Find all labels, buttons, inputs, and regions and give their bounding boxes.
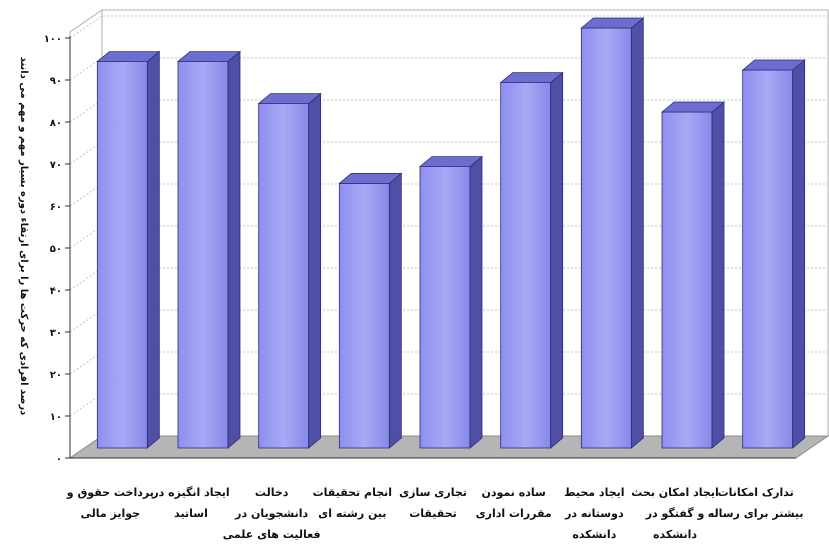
x-tick-label-line: مقررات اداری: [476, 507, 552, 520]
x-tick-label-line: بیشتر برای رساله: [708, 507, 804, 520]
y-tick-label: ۶۰: [50, 202, 62, 213]
bar-top: [176, 51, 242, 62]
gridline: [69, 99, 828, 123]
x-tick-label: تجاری سازی تحقیقات: [399, 486, 467, 520]
bar: [96, 50, 161, 449]
bars: [96, 17, 806, 449]
bar-front: [580, 27, 632, 449]
bar: [418, 155, 484, 449]
bar-side: [227, 50, 241, 449]
bar-top: [338, 172, 403, 184]
x-tick-label-line: دخالت: [255, 486, 289, 499]
bar-side: [308, 92, 322, 449]
x-tick-label-line: بین رشته ای: [318, 507, 386, 520]
bar: [176, 50, 242, 449]
x-tick-label-line: ایجاد امکان بحث: [631, 486, 718, 499]
y-tick-label: ۹۰: [50, 76, 62, 87]
bar: [499, 71, 564, 449]
y-tick-label: ۵۰: [50, 244, 62, 255]
x-tick-label-line: و گفتگو در: [645, 507, 705, 520]
y-tick-label: ۲۰: [50, 370, 62, 381]
x-tick-label-line: دانشجویان در: [234, 507, 308, 520]
x-tick-label-line: ساده نمودن: [481, 486, 545, 499]
bar-side: [711, 101, 725, 449]
bar-front: [258, 103, 310, 449]
y-tick-label: ۱۰: [50, 412, 62, 423]
bar-side: [388, 172, 402, 449]
gridline: [69, 351, 828, 375]
x-tick-label-line: ایجاد محیط: [564, 486, 624, 499]
bar-side: [630, 17, 644, 449]
bar-front: [661, 111, 713, 449]
bar-top: [741, 59, 806, 71]
gridline: [69, 183, 828, 207]
bar-top: [499, 72, 564, 83]
x-tick-label: ساده نمودن مقررات اداری: [476, 486, 552, 520]
x-tick-label-line: دانشکده: [653, 528, 697, 541]
gridline: [69, 57, 828, 81]
y-tick-label: ۱۰۰: [44, 34, 62, 45]
y-tick-label: ۷۰: [50, 160, 62, 171]
x-tick-label-line: تجاری سازی: [399, 486, 467, 499]
gridline: [69, 309, 828, 333]
y-tick-label: ۳۰: [50, 328, 62, 339]
gridline: [69, 393, 828, 417]
x-tick-label-line: تدارک امکانات: [718, 486, 794, 499]
bar: [580, 17, 645, 449]
gridline: [69, 141, 828, 165]
bar-side: [550, 71, 564, 449]
bar-top: [660, 101, 726, 113]
bar-side: [792, 59, 806, 449]
bar-front: [177, 61, 229, 449]
x-tick-label: انجام تحقیقات بین رشته ای: [313, 486, 392, 520]
y-tick-label: ۸۰: [50, 118, 62, 129]
x-tick-label: پرداخت حقوق و جوایز مالی: [66, 486, 154, 520]
bar: [338, 172, 403, 449]
gridline: [69, 15, 828, 39]
gridlines: [69, 15, 828, 417]
x-tick-label-line: انجام تحقیقات: [313, 486, 392, 499]
x-tick-label-line: جوایز مالی: [81, 507, 141, 520]
x-tick-label-line: اساتید: [174, 507, 208, 520]
bar-front: [742, 69, 794, 449]
x-tick-label: ایجاد محیط دوستانه در دانشکده: [564, 486, 624, 541]
x-tick-label: دخالت دانشجویان در فعالیت های علمی: [223, 486, 321, 541]
y-tick-label: ۰: [56, 454, 62, 465]
x-tick-label-line: پرداخت حقوق و: [66, 486, 154, 499]
gridline: [69, 225, 828, 249]
bar-top: [418, 156, 484, 168]
bar-top: [96, 51, 161, 62]
bar-front: [338, 182, 390, 449]
y-tick-label: ۴۰: [50, 286, 62, 297]
bar-front: [96, 61, 148, 449]
x-tick-label-line: دانشکده: [572, 528, 616, 541]
category-labels: پرداخت حقوق و جوایز مالی ایجاد انگیزه در اس…: [66, 486, 804, 541]
x-tick-label: ایجاد انگیزه در اساتید: [151, 486, 229, 520]
bar-front: [419, 166, 471, 449]
x-tick-label-line: دوستانه در: [564, 507, 624, 520]
gridline: [69, 267, 828, 291]
bar-side: [469, 155, 483, 449]
bar: [660, 101, 726, 449]
x-tick-label: تدارک امکانات بیشتر برای رساله: [708, 486, 804, 520]
x-tick-label-line: تحقیقات: [409, 507, 457, 520]
y-axis: ۰ ۱۰ ۲۰ ۳۰ ۴۰ ۵۰ ۶۰ ۷۰ ۸۰ ۹۰ ۱۰۰: [44, 34, 71, 465]
x-tick-label-line: ایجاد انگیزه در: [151, 486, 229, 499]
bar: [741, 59, 806, 449]
bar-front: [500, 82, 552, 449]
y-axis-label: درصد افرادی که حرکت ها را برای ارتقاء دو…: [18, 57, 29, 416]
bar-top: [580, 17, 645, 29]
x-tick-label-line: فعالیت های علمی: [223, 528, 321, 541]
x-tick-label: ایجاد امکان بحث و گفتگو در دانشکده: [631, 486, 718, 541]
bar-top: [257, 93, 322, 104]
bar: [257, 92, 322, 449]
bar-side: [146, 50, 160, 449]
